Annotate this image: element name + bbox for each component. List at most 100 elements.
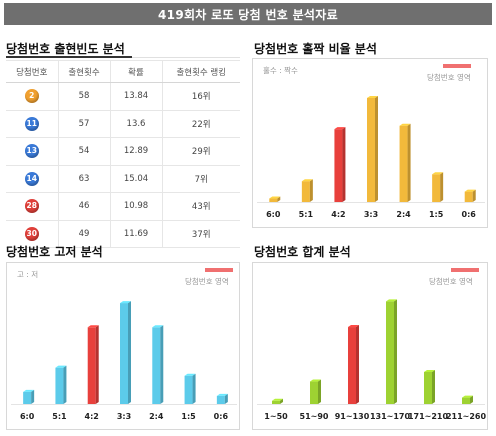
probability-cell: 13.6 (109, 110, 162, 138)
lotto-ball: 30 (24, 226, 39, 241)
table-row: 28 46 10.98 43위 (6, 192, 240, 221)
ball-cell: 28 (6, 192, 58, 221)
x-tick-label: 5:1 (52, 412, 67, 421)
table-row: 14 63 15.04 7위 (6, 165, 240, 193)
frequency-title: 당첨번호 출현빈도 분석 (6, 42, 125, 56)
chart-bar (55, 365, 67, 404)
chart-bar (87, 325, 99, 404)
chart-bar (462, 395, 473, 404)
frequency-table: 당첨번호 출현횟수 확률 출현횟수 랭킹 2 58 13.84 16위 11 57 13.6… (6, 60, 240, 248)
chart-bar (301, 179, 313, 202)
chart-bar (348, 325, 359, 404)
x-tick-label: 3:3 (117, 412, 131, 421)
x-tick-label: 1:5 (181, 412, 196, 421)
chart-bar (464, 189, 476, 202)
x-tick-label: 211~260 (446, 412, 487, 421)
chart-bar (310, 379, 321, 404)
ball-cell: 13 (6, 137, 58, 166)
probability-cell: 13.84 (109, 82, 162, 111)
chart-bar (367, 95, 378, 202)
count-cell: 46 (57, 192, 110, 221)
chart-bar (269, 196, 281, 202)
probability-cell: 11.69 (109, 220, 162, 248)
odd-even-legend-label: 홀수 : 짝수 (263, 66, 298, 75)
x-tick-label: 2:4 (149, 412, 164, 421)
chart-bar (386, 299, 397, 404)
lotto-ball: 14 (24, 171, 39, 186)
x-tick-label: 5:1 (299, 210, 314, 219)
x-tick-label: 171~210 (408, 412, 449, 421)
x-tick-label: 131~170 (370, 412, 411, 421)
odd-even-panel: 홀수 : 짝수 당첨번호 영역 6:0 5:1 4:2 3:3 2:4 1:5 0:6 (252, 58, 488, 228)
table-row: 11 57 13.6 22위 (6, 110, 240, 138)
page-header: 419회차 로또 당첨 번호 분석자료 (4, 3, 492, 25)
sum-title: 당첨번호 합계 분석 (254, 245, 351, 259)
chart-bar (424, 369, 435, 404)
chart-bar (399, 123, 411, 202)
table-row: 2 58 13.84 16위 (6, 82, 240, 111)
x-tick-label: 91~130 (335, 412, 370, 421)
chart-bar (184, 373, 196, 404)
chart-bar (216, 393, 228, 404)
lotto-ball: 11 (24, 116, 39, 131)
rank-cell: 29위 (161, 137, 240, 166)
ball-cell: 14 (6, 165, 58, 193)
x-tick-label: 4:2 (331, 210, 345, 219)
count-cell: 54 (57, 137, 110, 166)
frequency-title-underline (6, 56, 132, 58)
chart-bar (23, 389, 35, 404)
x-tick-label: 1~50 (264, 412, 288, 421)
column-header: 출현횟수 랭킹 (161, 60, 240, 83)
probability-cell: 15.04 (109, 165, 162, 193)
table-header-row: 당첨번호 출현횟수 확률 출현횟수 랭킹 (6, 60, 240, 83)
x-tick-label: 3:3 (364, 210, 378, 219)
chart-bar (120, 301, 131, 404)
high-low-title: 당첨번호 고저 분석 (6, 245, 103, 259)
odd-even-chart: 6:0 5:1 4:2 3:3 2:4 1:5 0:6 (257, 95, 485, 219)
count-cell: 57 (57, 110, 110, 138)
count-cell: 49 (57, 220, 110, 248)
chart-bar (432, 172, 444, 202)
chart-bar (334, 127, 346, 202)
legend-swatch (451, 268, 479, 272)
sum-panel: 당첨번호 영역 1~50 51~90 91~130 131~170 171~210 211… (252, 262, 488, 430)
chart-bar (152, 325, 164, 404)
ball-cell: 2 (6, 82, 58, 111)
rank-cell: 7위 (161, 165, 240, 193)
x-tick-label: 1:5 (429, 210, 444, 219)
high-low-legend-label: 고 : 저 (17, 270, 39, 279)
x-tick-label: 0:6 (214, 412, 229, 421)
column-header: 확률 (109, 60, 162, 83)
chart-bar (272, 398, 283, 404)
odd-even-legend-current: 당첨번호 영역 (427, 73, 471, 82)
x-tick-label: 0:6 (462, 210, 477, 219)
column-header: 당첨번호 (6, 60, 58, 83)
ball-cell: 11 (6, 110, 58, 138)
legend-swatch (205, 268, 233, 272)
high-low-panel: 고 : 저 당첨번호 영역 6:0 5:1 4:2 3:3 2:4 1:5 0:6 (6, 262, 240, 430)
x-tick-label: 6:0 (266, 210, 281, 219)
rank-cell: 22위 (161, 110, 240, 138)
high-low-chart: 6:0 5:1 4:2 3:3 2:4 1:5 0:6 (11, 301, 237, 421)
table-row: 30 49 11.69 37위 (6, 220, 240, 248)
legend-swatch (443, 64, 471, 68)
rank-cell: 43위 (161, 192, 240, 221)
x-tick-label: 4:2 (85, 412, 99, 421)
lotto-ball: 13 (24, 144, 39, 159)
probability-cell: 12.89 (109, 137, 162, 166)
ball-cell: 30 (6, 220, 58, 248)
table-row: 13 54 12.89 29위 (6, 137, 240, 166)
count-cell: 58 (57, 82, 110, 111)
page-title: 419회차 로또 당첨 번호 분석자료 (158, 7, 338, 22)
column-header: 출현횟수 (57, 60, 110, 83)
probability-cell: 10.98 (109, 192, 162, 221)
rank-cell: 37위 (161, 220, 240, 248)
lotto-ball: 2 (24, 89, 39, 104)
x-tick-label: 6:0 (20, 412, 35, 421)
sum-legend-current: 당첨번호 영역 (429, 277, 473, 286)
x-tick-label: 2:4 (396, 210, 411, 219)
lotto-ball: 28 (24, 199, 39, 214)
count-cell: 63 (57, 165, 110, 193)
x-tick-label: 51~90 (300, 412, 329, 421)
odd-even-title: 당첨번호 홀짝 비율 분석 (254, 42, 377, 56)
